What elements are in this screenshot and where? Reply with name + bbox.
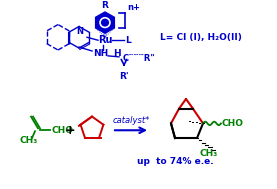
Text: N: N xyxy=(76,27,83,36)
Text: CHO: CHO xyxy=(51,126,73,135)
Text: R': R' xyxy=(119,72,129,81)
Text: CHO: CHO xyxy=(222,119,244,128)
Text: CH₃: CH₃ xyxy=(20,136,38,145)
Text: Ru: Ru xyxy=(98,35,112,45)
Text: C‴‴‴R": C‴‴‴R" xyxy=(123,54,156,63)
Text: catalyst*: catalyst* xyxy=(112,116,150,125)
Text: +: + xyxy=(65,124,75,137)
Text: L= Cl (I), H₂O(II): L= Cl (I), H₂O(II) xyxy=(160,33,242,42)
Text: R: R xyxy=(102,1,108,10)
Text: n+: n+ xyxy=(127,3,140,12)
Text: L: L xyxy=(125,36,131,45)
Text: H: H xyxy=(113,49,121,58)
Text: up  to 74% e.e.: up to 74% e.e. xyxy=(137,157,213,166)
Text: CH₃: CH₃ xyxy=(200,149,218,158)
Polygon shape xyxy=(96,12,114,33)
Text: NH: NH xyxy=(93,49,109,58)
